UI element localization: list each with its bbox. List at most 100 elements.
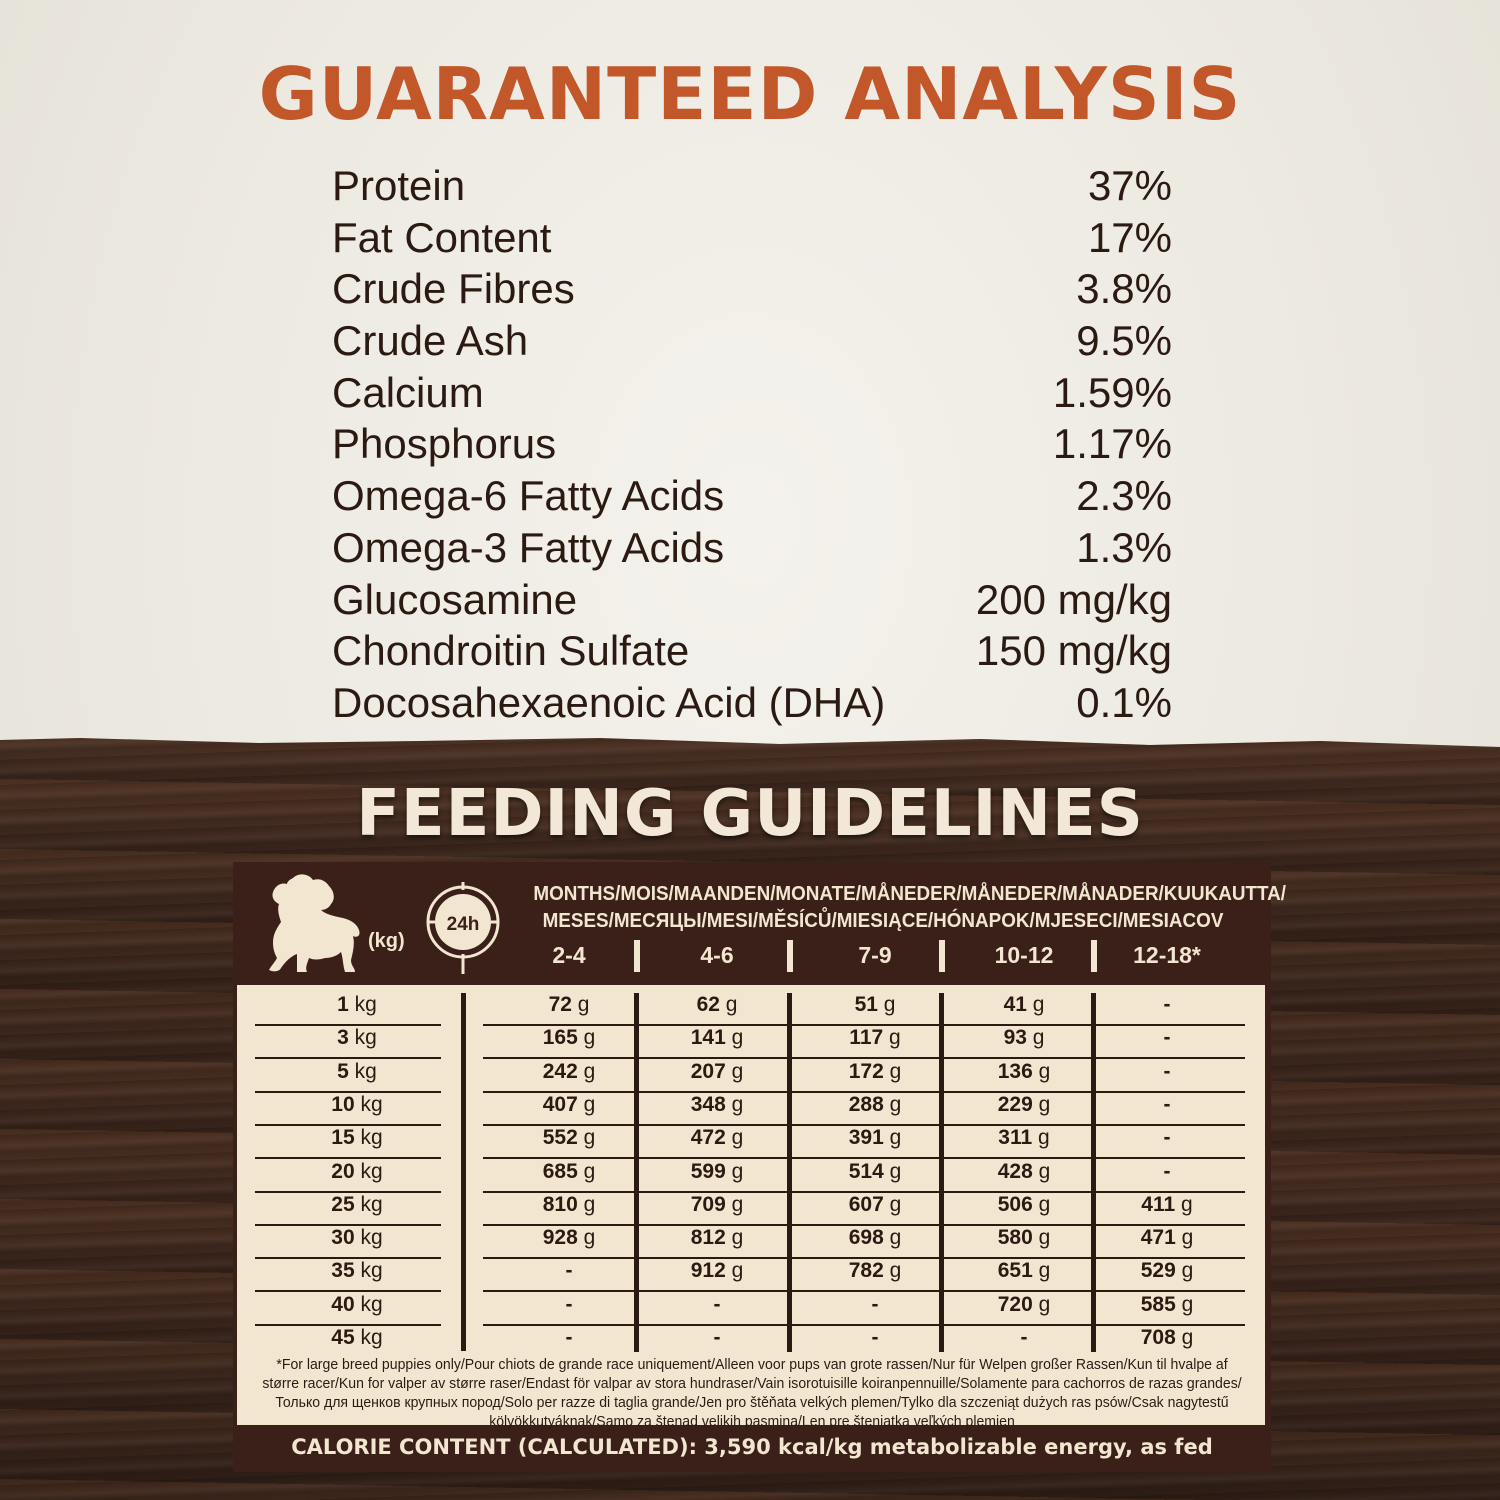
- portion-cell: -: [509, 1259, 629, 1283]
- portion-cell: 812 g: [657, 1226, 777, 1250]
- weight-cell: 25 kg: [257, 1193, 457, 1217]
- nutrient-value: 17%: [1087, 213, 1172, 261]
- portion-value: 607: [848, 1192, 884, 1216]
- portion-unit: g: [725, 1226, 744, 1250]
- portion-value: 242: [542, 1059, 578, 1083]
- portion-value: 348: [690, 1092, 726, 1116]
- portion-value: 471: [1140, 1226, 1176, 1250]
- nutrient-name: Phosphorus: [332, 420, 557, 468]
- portion-cell: 580 g: [964, 1226, 1084, 1250]
- portion-value: -: [1163, 1059, 1171, 1083]
- portion-value: 51: [854, 993, 878, 1016]
- portion-value: -: [565, 1292, 573, 1316]
- analysis-row: Calcium 1.59%: [332, 367, 1172, 419]
- analysis-row: Chondroitin Sulfate 150 mg/kg: [332, 625, 1172, 677]
- portion-cell: -: [1107, 993, 1227, 1017]
- weight-value: 35: [331, 1259, 355, 1283]
- portion-value: -: [1163, 1026, 1171, 1050]
- portion-unit: g: [1175, 1292, 1194, 1316]
- portion-cell: 165 g: [509, 1026, 629, 1050]
- portion-unit: g: [883, 1226, 902, 1250]
- portion-cell: 698 g: [815, 1226, 935, 1250]
- row-rule: [255, 1290, 441, 1293]
- portion-value: -: [1163, 993, 1171, 1016]
- portion-unit: g: [883, 1059, 902, 1083]
- nutrient-value: 2.3%: [1076, 472, 1172, 520]
- analysis-row: Docosahexaenoic Acid (DHA) 0.1%: [332, 677, 1172, 729]
- analysis-row: Glucosamine 200 mg/kg: [332, 574, 1172, 626]
- weight-value: 25: [331, 1192, 355, 1216]
- portion-value: -: [565, 1259, 573, 1283]
- age-separator: [939, 940, 945, 972]
- portion-value: 229: [997, 1092, 1033, 1116]
- portion-cell: 599 g: [657, 1160, 777, 1184]
- months-header-line-1: MONTHS/MOIS/MAANDEN/MONATE/MÅNEDER/MÅNED…: [533, 882, 1287, 905]
- weight-unit: kg: [360, 1259, 383, 1283]
- weight-unit: kg: [360, 1126, 383, 1150]
- portion-value: 529: [1140, 1259, 1176, 1283]
- portion-unit: g: [1032, 1159, 1051, 1183]
- analysis-row: Crude Ash 9.5%: [332, 315, 1172, 367]
- portion-value: 651: [997, 1259, 1033, 1283]
- nutrient-value: 37%: [1087, 162, 1172, 209]
- portion-value: 580: [997, 1226, 1033, 1250]
- age-column-header: 4-6: [700, 942, 734, 968]
- portion-value: 41: [1003, 993, 1027, 1016]
- nutrient-value: 1.3%: [1076, 523, 1172, 571]
- feeding-table-panel: (kg) 24h MONTHS/MOIS/MAANDEN/MONATE/MÅNE…: [233, 862, 1287, 1472]
- nutrient-value: 150 mg/kg: [975, 627, 1172, 675]
- nutrient-name: Omega-6 Fatty Acids: [332, 472, 725, 520]
- portion-cell: -: [1107, 1160, 1227, 1184]
- portion-value: 599: [690, 1159, 726, 1183]
- weight-cell: 5 kg: [257, 1060, 457, 1084]
- portion-value: -: [871, 1292, 879, 1316]
- portion-cell: 912 g: [657, 1259, 777, 1283]
- portion-unit: g: [1032, 1059, 1051, 1083]
- portion-cell: 411 g: [1107, 1193, 1227, 1217]
- row-rule: [483, 1024, 1245, 1026]
- portion-unit: g: [883, 1126, 902, 1150]
- portion-value: 93: [1003, 1026, 1027, 1050]
- portion-cell: 782 g: [815, 1259, 935, 1283]
- weight-value: 3: [337, 1026, 349, 1050]
- calorie-content: CALORIE CONTENT (CALCULATED): 3,590 kcal…: [291, 1435, 1213, 1459]
- portion-cell: -: [1107, 1093, 1227, 1117]
- nutrient-value: 200 mg/kg: [975, 575, 1172, 623]
- portion-cell: 685 g: [509, 1160, 629, 1184]
- portion-value: -: [713, 1292, 721, 1316]
- portion-cell: 472 g: [657, 1126, 777, 1150]
- row-rule: [255, 1257, 441, 1260]
- portion-unit: g: [1032, 1259, 1051, 1283]
- row-rule: [483, 1123, 1245, 1126]
- portion-value: 506: [997, 1192, 1033, 1216]
- weight-value: 20: [331, 1159, 355, 1183]
- weight-cell: 20 kg: [257, 1160, 457, 1184]
- weight-cell: 1 kg: [257, 993, 457, 1017]
- portion-unit: g: [725, 1259, 744, 1283]
- nutrient-name: Docosahexaenoic Acid (DHA): [332, 678, 886, 726]
- weight-unit: kg: [360, 1292, 383, 1316]
- portion-cell: 607 g: [815, 1193, 935, 1217]
- portion-cell: 229 g: [964, 1093, 1084, 1117]
- row-rule: [255, 1190, 441, 1193]
- row-rule: [255, 1057, 441, 1060]
- months-header: MONTHS/MOIS/MAANDEN/MONATE/MÅNEDER/MÅNED…: [533, 880, 1287, 934]
- weight-unit-label: (kg): [368, 930, 405, 952]
- portion-value: -: [1163, 1159, 1171, 1183]
- nutrient-name: Glucosamine: [332, 575, 578, 623]
- row-rule: [255, 1024, 441, 1026]
- weight-value: 10: [331, 1092, 355, 1116]
- portion-cell: -: [964, 1326, 1084, 1350]
- portion-unit: g: [577, 1059, 596, 1083]
- portion-cell: -: [1107, 1026, 1227, 1050]
- portion-unit: g: [1032, 1226, 1051, 1250]
- age-separator: [787, 940, 793, 972]
- analysis-row: Protein 37%: [332, 160, 1172, 212]
- portion-unit: g: [571, 993, 590, 1016]
- portion-value: 812: [690, 1226, 726, 1250]
- nutrient-name: Crude Ash: [332, 317, 529, 365]
- footnote-box: [237, 1352, 1265, 1425]
- nutrient-name: Chondroitin Sulfate: [332, 627, 690, 675]
- puppy-icon: [269, 874, 360, 972]
- portion-unit: g: [883, 1026, 901, 1050]
